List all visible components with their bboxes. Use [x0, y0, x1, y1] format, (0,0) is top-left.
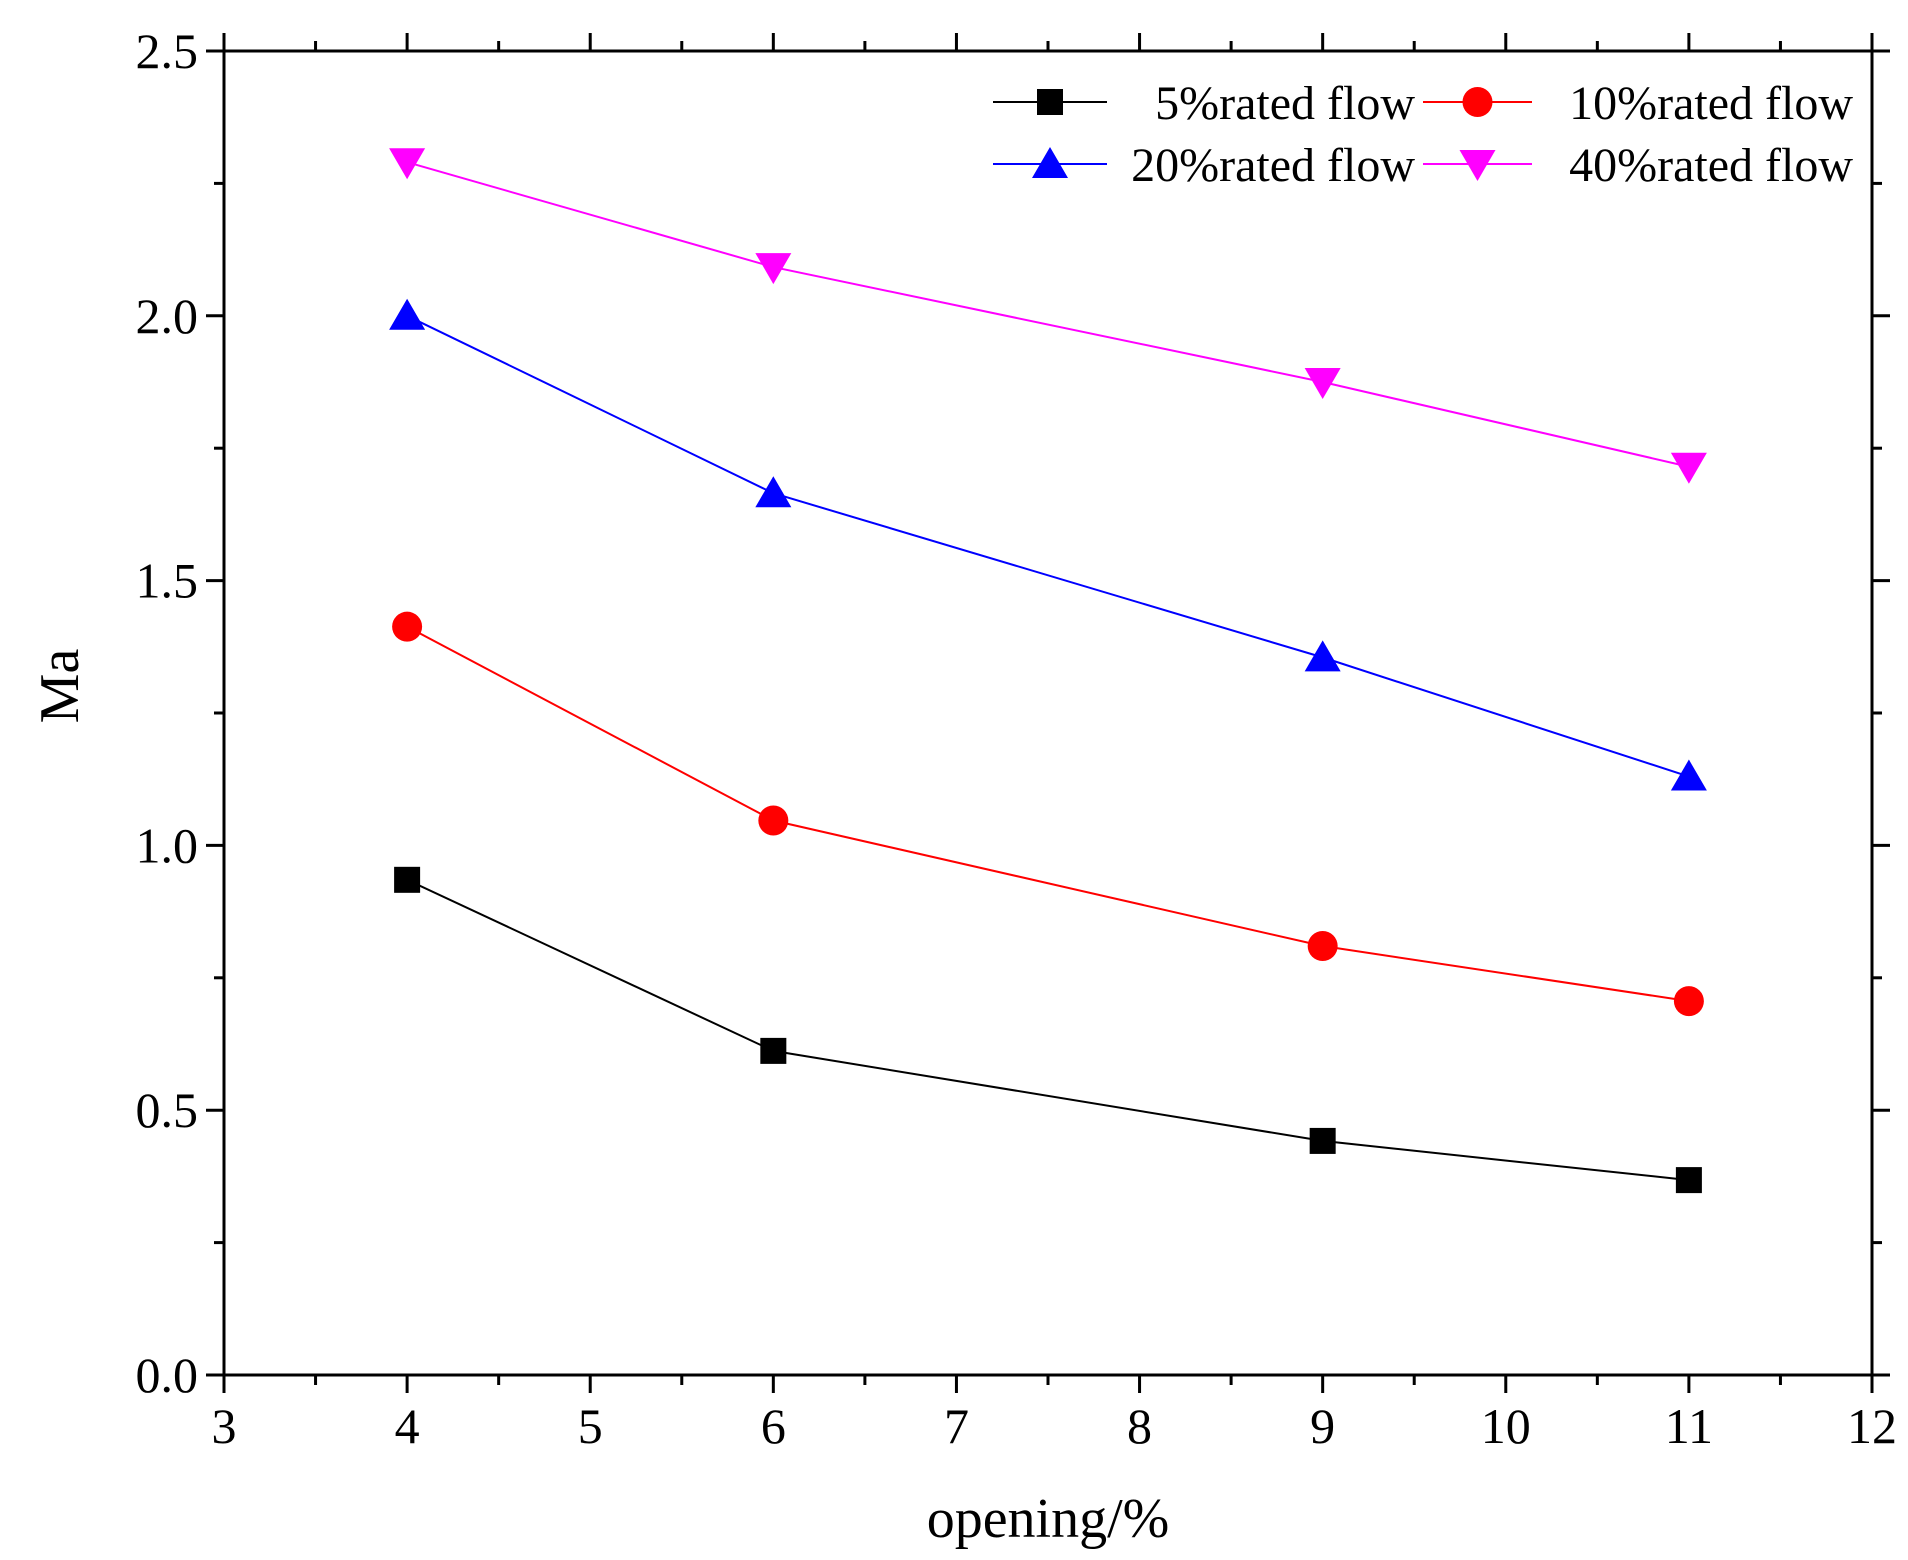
- axes: 3 4 5 6 7 8 9 10 11 12 0.0 0.5 1.0 1.5 2.0 2.5: [136, 23, 1898, 1454]
- data-point: [1670, 759, 1707, 791]
- legend: 5%rated flow 10%rated flow 20%rated flow 40…: [993, 77, 1853, 192]
- legend-label: 20%rated flow: [1131, 139, 1415, 192]
- legend-label: 40%rated flow: [1569, 139, 1853, 192]
- x-tick-label: 4: [395, 1398, 420, 1454]
- data-point: [392, 611, 423, 642]
- data-point: [1675, 1167, 1702, 1194]
- series-line: [406, 314, 1690, 778]
- series-layer: [389, 148, 1707, 1194]
- x-tick-label: 6: [761, 1398, 786, 1454]
- data-point: [755, 476, 792, 508]
- legend-marker: [1462, 87, 1493, 117]
- series-2: [392, 611, 1704, 1017]
- data-point: [1307, 931, 1338, 962]
- y-tick-label: 2.5: [136, 23, 199, 79]
- y-tick-label: 1.0: [136, 817, 199, 873]
- legend-marker: [1459, 150, 1496, 181]
- legend-item: 10%rated flow: [1423, 77, 1853, 130]
- legend-label: 5%rated flow: [1155, 77, 1415, 130]
- data-point: [755, 253, 792, 285]
- series-line: [406, 625, 1690, 1003]
- legend-label: 10%rated flow: [1569, 77, 1853, 130]
- x-tick-label: 9: [1310, 1398, 1335, 1454]
- data-point: [394, 866, 421, 893]
- x-tick-label: 8: [1127, 1398, 1152, 1454]
- x-axis-label: opening/%: [927, 1488, 1170, 1550]
- x-tick-label: 11: [1665, 1398, 1713, 1454]
- legend-item: 20%rated flow: [993, 139, 1415, 192]
- data-point: [1673, 986, 1704, 1017]
- y-tick-label: 2.0: [136, 288, 199, 344]
- y-tick-label: 0.0: [136, 1347, 199, 1403]
- y-tick-label: 0.5: [136, 1082, 199, 1138]
- data-point: [389, 148, 426, 180]
- legend-marker: [1032, 147, 1068, 178]
- legend-marker: [1037, 89, 1063, 115]
- series-3: [389, 298, 1707, 791]
- series-line: [406, 878, 1689, 1182]
- x-tick-label: 5: [578, 1398, 603, 1454]
- plot-frame: [222, 49, 1874, 1377]
- data-point: [1309, 1127, 1336, 1154]
- data-point: [1304, 640, 1341, 672]
- data-point: [1304, 368, 1341, 399]
- data-point: [758, 805, 789, 836]
- series-4: [389, 148, 1707, 484]
- x-tick-label: 12: [1847, 1398, 1897, 1454]
- series-1: [394, 866, 1702, 1194]
- data-point: [1670, 452, 1707, 484]
- x-tick-label: 7: [944, 1398, 969, 1454]
- x-tick-label: 3: [212, 1398, 237, 1454]
- y-axis-label: Ma: [29, 649, 91, 724]
- y-tick-label: 1.5: [136, 553, 199, 609]
- x-tick-label: 10: [1481, 1398, 1531, 1454]
- legend-item: 40%rated flow: [1423, 139, 1853, 192]
- legend-item: 5%rated flow: [993, 77, 1415, 130]
- data-point: [760, 1037, 787, 1064]
- data-point: [389, 298, 426, 330]
- series-line: [406, 161, 1690, 468]
